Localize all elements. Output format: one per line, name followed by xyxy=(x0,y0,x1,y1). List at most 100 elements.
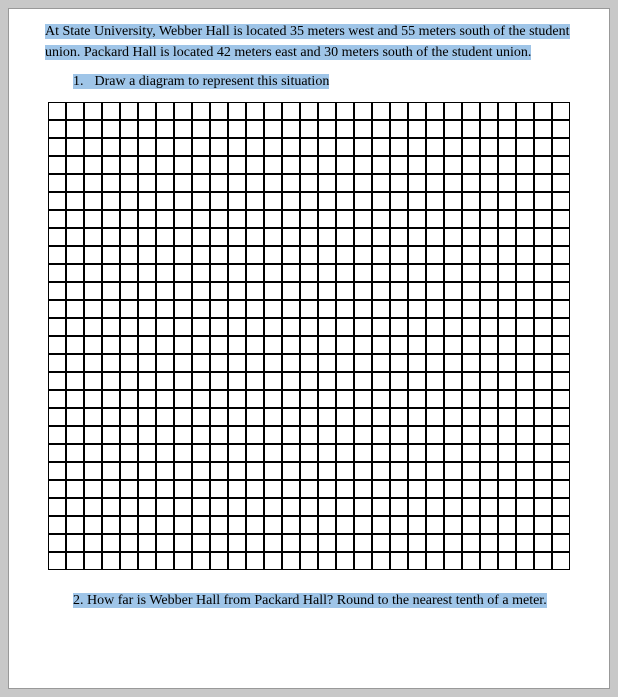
grid-cell xyxy=(102,174,120,192)
grid-cell xyxy=(246,462,264,480)
grid-cell xyxy=(264,192,282,210)
grid-cell xyxy=(48,156,66,174)
grid-cell xyxy=(336,480,354,498)
grid-cell xyxy=(282,210,300,228)
grid-cell xyxy=(48,300,66,318)
grid-cell xyxy=(102,480,120,498)
grid-cell xyxy=(264,102,282,120)
grid-cell xyxy=(300,534,318,552)
grid-cell xyxy=(120,372,138,390)
grid-cell xyxy=(174,120,192,138)
grid-cell xyxy=(480,480,498,498)
grid-cell xyxy=(552,408,570,426)
grid-cell xyxy=(516,552,534,570)
grid-cell xyxy=(444,120,462,138)
grid-cell xyxy=(282,264,300,282)
grid-cell xyxy=(336,318,354,336)
grid-cell xyxy=(246,318,264,336)
grid-cell xyxy=(246,534,264,552)
grid-cell xyxy=(318,498,336,516)
grid-cell xyxy=(552,336,570,354)
grid-cell xyxy=(498,390,516,408)
grid-cell xyxy=(192,552,210,570)
grid-cell xyxy=(120,534,138,552)
grid-cell xyxy=(300,156,318,174)
grid-cell xyxy=(534,300,552,318)
grid-cell xyxy=(354,156,372,174)
grid-cell xyxy=(516,318,534,336)
grid-cell xyxy=(408,264,426,282)
grid-cell xyxy=(66,300,84,318)
grid-cell xyxy=(336,102,354,120)
grid-cell xyxy=(534,480,552,498)
grid-cell xyxy=(300,336,318,354)
grid-cell xyxy=(534,336,552,354)
grid-cell xyxy=(300,246,318,264)
grid-cell xyxy=(444,210,462,228)
grid-cell xyxy=(210,336,228,354)
grid-cell xyxy=(156,210,174,228)
grid-cell xyxy=(282,192,300,210)
grid-cell xyxy=(156,192,174,210)
grid-cell xyxy=(48,282,66,300)
grid-cell xyxy=(156,174,174,192)
grid-cell xyxy=(390,156,408,174)
grid-cell xyxy=(552,192,570,210)
grid-cell xyxy=(120,498,138,516)
grid-cell xyxy=(192,192,210,210)
grid-cell xyxy=(516,192,534,210)
grid-cell xyxy=(300,282,318,300)
grid-cell xyxy=(426,282,444,300)
grid-cell xyxy=(246,408,264,426)
grid-cell xyxy=(282,156,300,174)
grid-cell xyxy=(66,552,84,570)
grid-cell xyxy=(300,498,318,516)
grid-cell xyxy=(174,498,192,516)
grid-cell xyxy=(516,264,534,282)
grid-cell xyxy=(426,426,444,444)
grid-cell xyxy=(390,516,408,534)
grid-cell xyxy=(210,138,228,156)
grid-cell xyxy=(534,228,552,246)
grid-cell xyxy=(552,282,570,300)
grid-cell xyxy=(264,552,282,570)
grid-cell xyxy=(408,192,426,210)
grid-cell xyxy=(120,408,138,426)
grid-cell xyxy=(354,174,372,192)
grid-cell xyxy=(336,444,354,462)
grid-cell xyxy=(102,552,120,570)
grid-cell xyxy=(102,498,120,516)
grid-cell xyxy=(336,408,354,426)
grid-cell xyxy=(102,462,120,480)
grid-cell xyxy=(444,192,462,210)
grid-cell xyxy=(462,534,480,552)
grid-cell xyxy=(174,534,192,552)
grid-cell xyxy=(462,498,480,516)
grid-cell xyxy=(390,426,408,444)
grid-cell xyxy=(390,282,408,300)
grid-cell xyxy=(354,246,372,264)
grid-cell xyxy=(462,228,480,246)
grid-cell xyxy=(462,480,480,498)
grid-cell xyxy=(336,372,354,390)
grid-cell xyxy=(372,462,390,480)
grid-cell xyxy=(210,444,228,462)
grid-cell xyxy=(552,516,570,534)
grid-cell xyxy=(318,120,336,138)
grid-cell xyxy=(102,390,120,408)
grid-cell xyxy=(408,282,426,300)
grid-cell xyxy=(228,408,246,426)
grid-cell xyxy=(156,408,174,426)
grid-cell xyxy=(84,444,102,462)
grid-cell xyxy=(66,228,84,246)
grid-cell xyxy=(84,390,102,408)
grid-cell xyxy=(120,516,138,534)
grid-cell xyxy=(264,390,282,408)
grid-cell xyxy=(84,174,102,192)
grid-cell xyxy=(480,264,498,282)
grid-cell xyxy=(210,264,228,282)
grid-cell xyxy=(84,228,102,246)
grid-cell xyxy=(156,426,174,444)
grid-cell xyxy=(48,552,66,570)
grid-cell xyxy=(192,462,210,480)
